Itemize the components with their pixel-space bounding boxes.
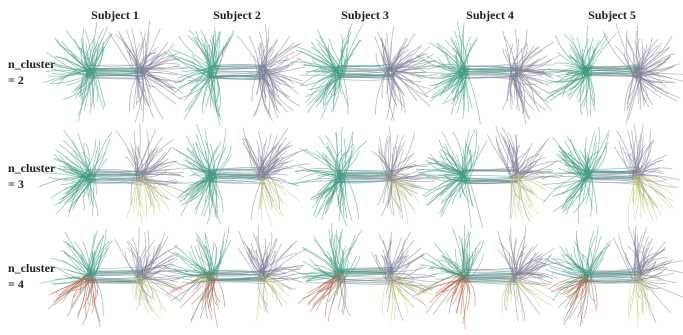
fiber xyxy=(498,231,514,272)
fiber xyxy=(251,249,259,272)
column-header: Subject 5 xyxy=(588,8,636,22)
fiber xyxy=(254,56,258,76)
tract-rendering xyxy=(538,124,679,228)
row-label: n_cluster xyxy=(8,161,56,175)
tract-rendering xyxy=(40,227,188,327)
column-header: Subject 3 xyxy=(341,8,389,22)
tract-rendering xyxy=(163,227,307,328)
tract-rendering xyxy=(414,225,565,329)
fiber xyxy=(217,279,225,307)
column-header: Subject 4 xyxy=(466,8,514,22)
fiber xyxy=(50,258,86,278)
tract-rendering xyxy=(416,125,563,227)
row-label: = 4 xyxy=(8,277,24,291)
figure: Subject 1 Subject 2 Subject 3 Subject 4 Subj… xyxy=(0,0,683,335)
fiber xyxy=(590,38,594,69)
column-header: Subject 2 xyxy=(213,8,261,22)
tract-rendering xyxy=(539,24,683,123)
row-label: = 2 xyxy=(8,73,24,87)
tract-rendering xyxy=(38,123,190,224)
column-header: Subject 1 xyxy=(91,8,139,22)
tract-rendering xyxy=(289,223,439,323)
fiber xyxy=(341,127,343,171)
fiber xyxy=(209,282,265,284)
tract-rendering xyxy=(172,124,310,226)
fiber xyxy=(142,73,182,100)
row-label: n_cluster xyxy=(8,261,56,275)
tract-rendering xyxy=(164,25,305,127)
tract-rendering xyxy=(535,225,683,327)
fiber xyxy=(469,76,481,124)
tract-rendering xyxy=(287,126,439,226)
fiber xyxy=(143,21,149,71)
fiber xyxy=(460,38,477,71)
tract-rendering xyxy=(414,22,564,125)
fiber xyxy=(628,181,635,229)
fiber xyxy=(470,181,483,228)
fiber xyxy=(464,179,471,228)
tract-rendering xyxy=(42,21,194,123)
row-label: = 3 xyxy=(8,177,24,191)
fiber xyxy=(287,181,336,185)
